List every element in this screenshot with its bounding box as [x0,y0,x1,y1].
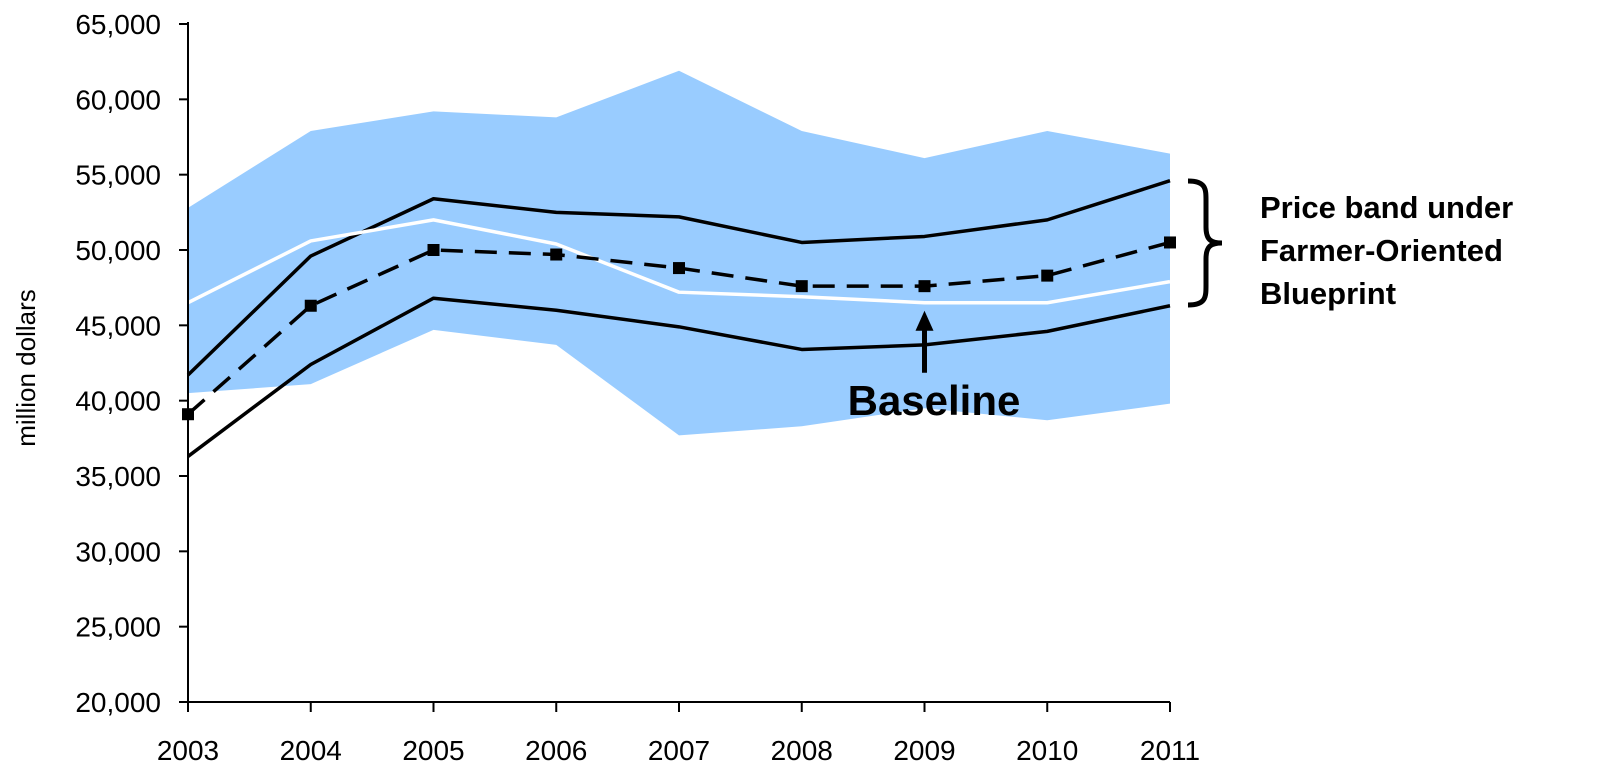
series-line-baseline [187,218,1171,305]
y-tick-label-20000: 20,000 [75,687,161,718]
series-point-dashed-markers-2009 [918,280,931,293]
band-label-line-2: Farmer-Oriented [1260,233,1503,268]
y-tick-label-40000: 40,000 [75,386,161,417]
series-point-dashed-markers-2011 [1164,236,1176,249]
baseline-arrow-head [915,310,934,331]
series-line-lower-solid [186,296,1171,458]
series-point-dashed-markers-2005 [427,244,440,256]
axes: 20,000 25,000 30,000 35,000 40,000 45,000 50,0… [75,9,1200,766]
plot-area [182,70,1176,458]
price-band-area [188,70,1170,436]
x-tick-label-2006: 2006 [525,735,587,766]
x-tick-label-2004: 2004 [280,735,342,766]
x-tick-label-2005: 2005 [402,735,464,766]
band-label-line-3: Blueprint [1260,276,1396,311]
annotations: Baseline Price band under Farmer-Oriented B… [848,178,1513,424]
x-tick-label-2008: 2008 [771,735,833,766]
x-tick-label-2003: 2003 [157,735,219,766]
band-label-line-1: Price band under [1260,190,1513,225]
series-line-upper-solid [186,179,1171,377]
y-tick-label-50000: 50,000 [75,235,161,266]
series-point-dashed-markers-2007 [673,262,685,275]
y-tick-label-55000: 55,000 [75,160,161,191]
y-axis-title: million dollars [11,289,41,447]
series-point-dashed-markers-2004 [304,299,317,312]
band-bracket [1187,178,1223,308]
y-tick-label-65000: 65,000 [75,9,161,40]
x-tick-label-2007: 2007 [648,735,710,766]
x-tick-label-2010: 2010 [1016,735,1078,766]
x-tick-label-2009: 2009 [893,735,955,766]
series-point-dashed-markers-2006 [550,248,563,261]
y-tick-label-30000: 30,000 [75,536,161,567]
y-tick-label-25000: 25,000 [75,612,161,643]
series-point-dashed-markers-2008 [795,280,808,293]
x-tick-label-2011: 2011 [1140,735,1200,766]
series-point-dashed-markers-2010 [1041,269,1054,282]
y-tick-label-35000: 35,000 [75,461,161,492]
baseline-label: Baseline [848,377,1021,424]
y-tick-label-45000: 45,000 [75,310,161,341]
y-tick-label-60000: 60,000 [75,84,161,115]
